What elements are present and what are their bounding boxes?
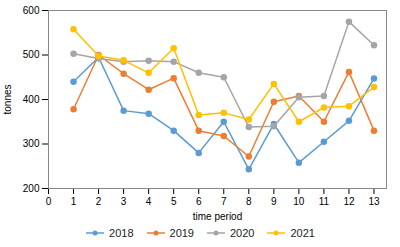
svg-text:600: 600 bbox=[23, 5, 40, 16]
svg-text:0: 0 bbox=[46, 196, 52, 207]
html-text:2020: 2020 bbox=[230, 227, 255, 239]
svg-text:10: 10 bbox=[293, 196, 305, 207]
html-text:2021: 2021 bbox=[290, 227, 315, 239]
svg-text:6: 6 bbox=[196, 196, 202, 207]
svg-text:400: 400 bbox=[23, 94, 40, 105]
svg-text:4: 4 bbox=[146, 196, 152, 207]
html-text:2019: 2019 bbox=[169, 227, 194, 239]
svg-text:12: 12 bbox=[343, 196, 355, 207]
svg-text:3: 3 bbox=[121, 196, 127, 207]
svg-text:5: 5 bbox=[171, 196, 177, 207]
svg-text:9: 9 bbox=[271, 196, 277, 207]
svg-text:13: 13 bbox=[368, 196, 380, 207]
svg-text:1: 1 bbox=[71, 196, 77, 207]
svg-text:tonnes: tonnes bbox=[2, 84, 13, 114]
svg-text:500: 500 bbox=[23, 49, 40, 60]
html-text:2018: 2018 bbox=[109, 227, 134, 239]
svg-text:300: 300 bbox=[23, 138, 40, 149]
svg-text:2: 2 bbox=[96, 196, 102, 207]
svg-text:11: 11 bbox=[319, 196, 330, 207]
svg-text:8: 8 bbox=[246, 196, 252, 207]
svg-text:7: 7 bbox=[221, 196, 227, 207]
svg-text:200: 200 bbox=[23, 183, 40, 194]
svg-text:time period: time period bbox=[193, 211, 242, 222]
